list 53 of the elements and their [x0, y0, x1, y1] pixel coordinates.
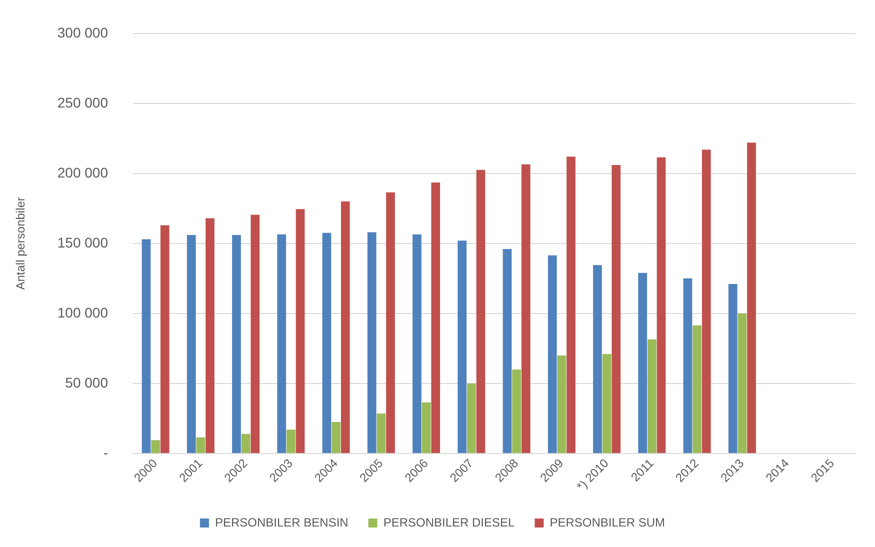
- bar: [196, 437, 206, 453]
- legend-label: PERSONBILER BENSIN: [214, 515, 348, 530]
- bar: [367, 232, 376, 453]
- legend-label: PERSONBILER SUM: [550, 515, 666, 530]
- bar: [467, 383, 476, 453]
- y-axis-title: Antall personbiler: [14, 197, 28, 290]
- y-tick-label: 50 000: [65, 374, 108, 390]
- y-tick-label: 150 000: [57, 234, 108, 250]
- bar: [638, 272, 648, 453]
- bar: [422, 402, 431, 453]
- bar: [512, 369, 521, 453]
- bar: [521, 164, 530, 453]
- bar: [332, 422, 340, 453]
- bar: [431, 182, 440, 453]
- bar: [566, 156, 576, 453]
- bar: [502, 249, 512, 453]
- bar: [412, 234, 422, 453]
- bar: [728, 284, 738, 453]
- bar: [648, 339, 656, 453]
- bar: [593, 265, 602, 453]
- bar: [232, 235, 241, 453]
- bar: [548, 255, 557, 453]
- bar: [656, 157, 666, 453]
- bar: [142, 239, 151, 453]
- legend-label: PERSONBILER DIESEL: [383, 515, 516, 530]
- bar: [386, 192, 395, 453]
- bar: [286, 430, 296, 453]
- bar: [738, 313, 747, 453]
- y-tick-label: -: [103, 444, 108, 460]
- bar: [160, 225, 170, 453]
- bar: [458, 240, 467, 453]
- y-tick-label: 200 000: [57, 164, 108, 180]
- bar: [476, 170, 486, 453]
- y-tick-label: 300 000: [57, 24, 108, 40]
- y-tick-label: 250 000: [57, 94, 108, 110]
- bar: [612, 165, 621, 453]
- bar: [296, 209, 305, 453]
- bar: [277, 234, 286, 453]
- bar: [340, 201, 350, 453]
- bar: [602, 354, 612, 453]
- bar: [250, 214, 260, 453]
- bar: [702, 150, 711, 453]
- bar: [376, 414, 386, 453]
- bar: [151, 440, 160, 453]
- bar: [186, 235, 196, 453]
- bar: [206, 218, 214, 453]
- bar: [683, 278, 692, 453]
- y-tick-label: 100 000: [57, 304, 108, 320]
- bar: [322, 232, 332, 453]
- bar: [241, 434, 250, 453]
- bar: [692, 325, 702, 453]
- bar: [747, 142, 756, 453]
- bar: [557, 355, 566, 453]
